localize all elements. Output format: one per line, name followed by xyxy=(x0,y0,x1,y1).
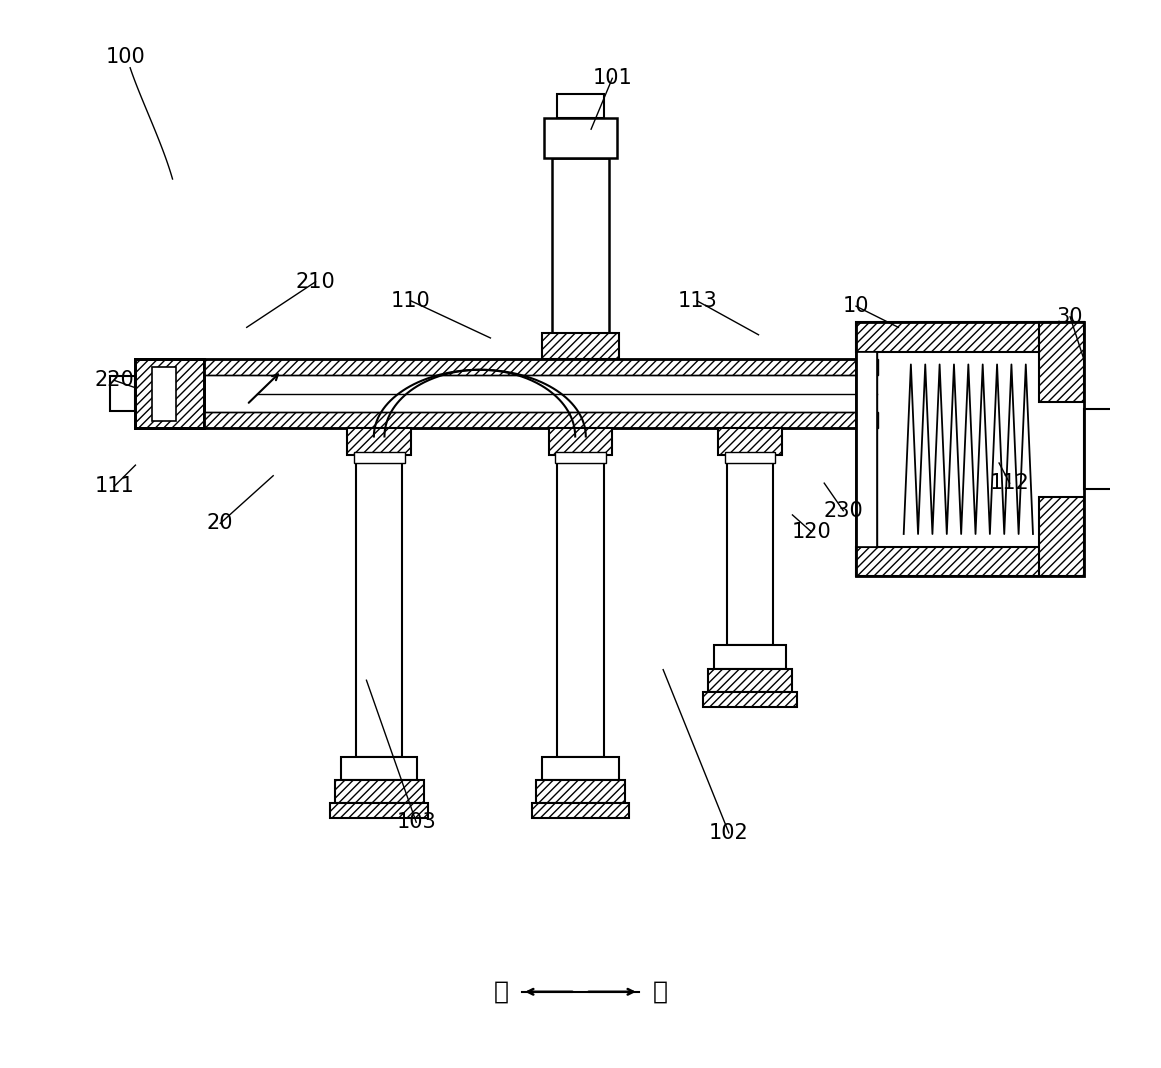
Bar xyxy=(714,645,786,669)
Bar xyxy=(856,412,878,428)
Text: 113: 113 xyxy=(677,290,717,311)
Bar xyxy=(856,359,878,375)
Text: 210: 210 xyxy=(296,271,336,292)
Text: 112: 112 xyxy=(990,473,1030,493)
Bar xyxy=(704,692,796,707)
Bar xyxy=(347,428,411,455)
Bar xyxy=(536,780,625,803)
Bar xyxy=(856,351,878,547)
Bar xyxy=(334,780,424,803)
Text: 103: 103 xyxy=(396,813,437,832)
Bar xyxy=(532,803,629,818)
Bar xyxy=(331,803,428,818)
Bar xyxy=(354,453,404,464)
Bar xyxy=(856,547,1084,577)
Bar xyxy=(1084,409,1116,489)
Bar xyxy=(136,359,204,428)
Text: 220: 220 xyxy=(94,371,135,390)
Bar xyxy=(557,464,604,756)
Bar xyxy=(549,428,612,455)
Text: 右: 右 xyxy=(652,979,668,1004)
Bar xyxy=(551,158,610,332)
Bar xyxy=(341,756,417,780)
Bar xyxy=(545,117,616,158)
Bar xyxy=(110,376,136,411)
Bar xyxy=(136,359,204,428)
Text: 20: 20 xyxy=(207,514,233,533)
Bar xyxy=(856,323,1084,351)
Bar xyxy=(204,359,856,375)
Text: 230: 230 xyxy=(823,501,863,521)
Bar xyxy=(542,332,619,359)
Bar xyxy=(856,323,1084,577)
Bar xyxy=(727,464,773,645)
Text: 102: 102 xyxy=(709,822,749,843)
Text: 101: 101 xyxy=(592,68,633,89)
Bar xyxy=(1039,323,1084,402)
Bar xyxy=(1039,497,1084,577)
Bar xyxy=(719,428,781,455)
Bar xyxy=(724,453,776,464)
Bar xyxy=(557,94,604,117)
Text: 30: 30 xyxy=(1057,307,1083,327)
Bar xyxy=(542,756,619,780)
Bar xyxy=(708,669,793,692)
Bar xyxy=(204,412,856,428)
Text: 111: 111 xyxy=(94,476,135,497)
Bar xyxy=(356,464,403,756)
Bar xyxy=(152,366,175,421)
Bar xyxy=(555,453,606,464)
Text: 左: 左 xyxy=(493,979,509,1004)
Text: 120: 120 xyxy=(792,522,831,541)
Text: 100: 100 xyxy=(106,47,145,67)
Text: 10: 10 xyxy=(843,296,870,316)
Text: 110: 110 xyxy=(391,290,431,311)
